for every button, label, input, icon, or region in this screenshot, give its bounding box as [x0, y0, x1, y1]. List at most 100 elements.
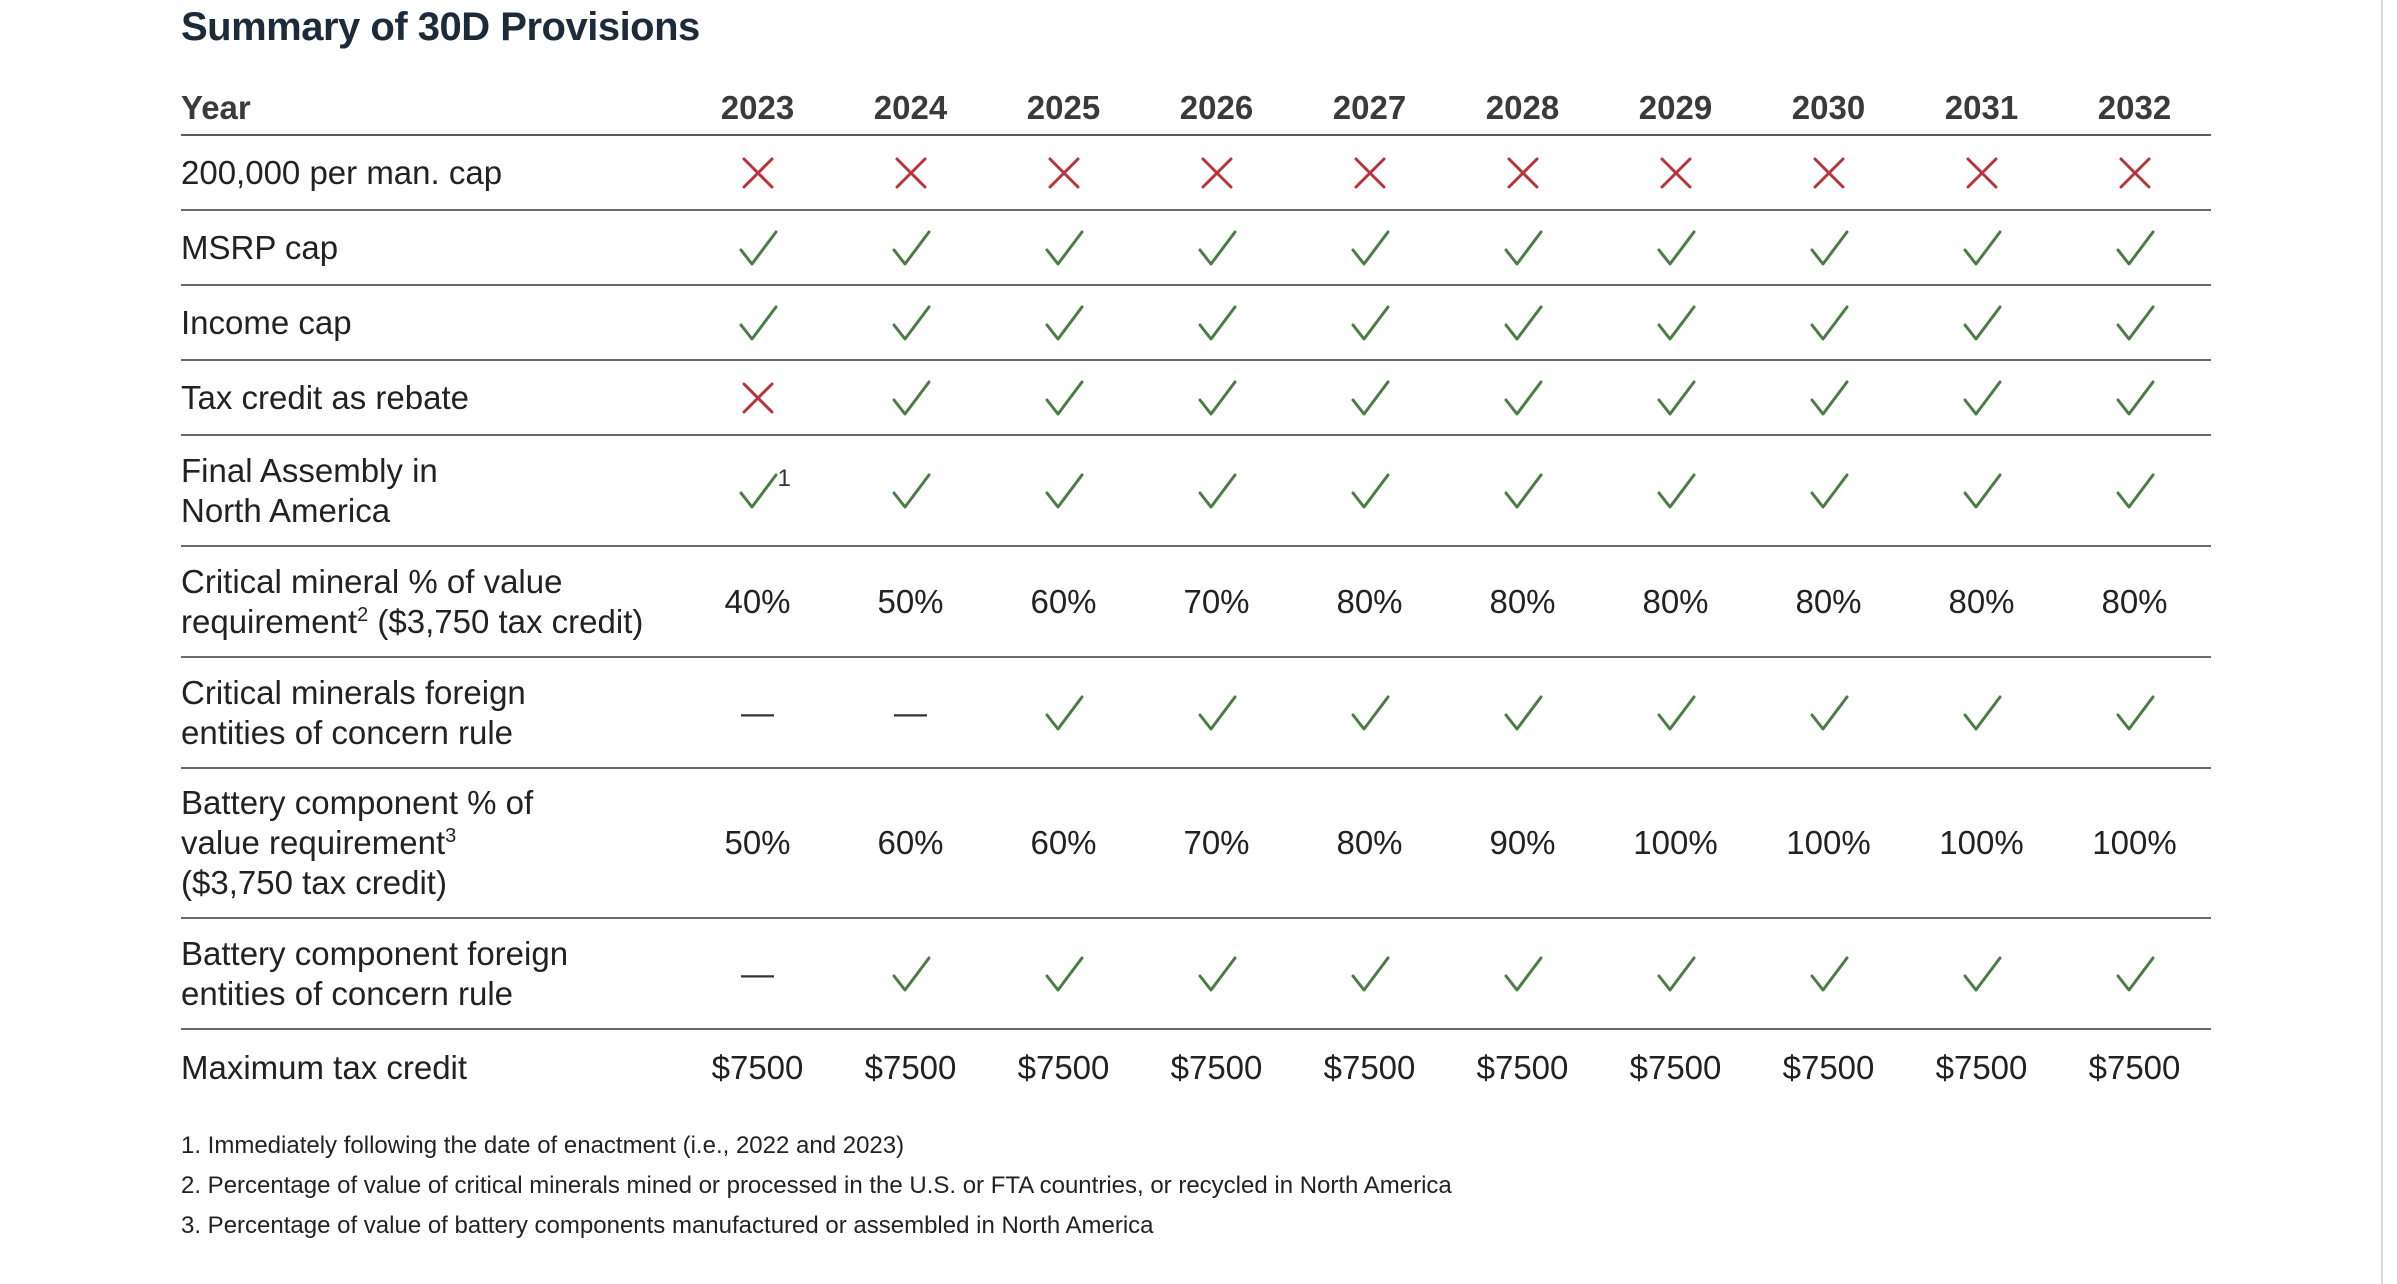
check-mark — [1962, 228, 2002, 268]
check-cell — [1446, 435, 1599, 547]
value-cell: 80% — [1905, 546, 2058, 658]
year-header: 2028 — [1446, 82, 1599, 136]
check-cell — [1446, 918, 1599, 1030]
check-mark — [1197, 471, 1237, 511]
cross-mark — [1962, 153, 2002, 193]
check-mark: 1 — [738, 465, 791, 511]
cross-mark-icon — [1507, 157, 1538, 189]
check-mark-icon — [1045, 305, 1083, 341]
check-cell — [1752, 210, 1905, 286]
value-cell: 80% — [1293, 768, 1446, 919]
check-mark — [2115, 228, 2155, 268]
table-row: MSRP cap — [181, 210, 2211, 286]
check-cell — [1446, 360, 1599, 436]
table-row: 200,000 per man. cap — [181, 135, 2211, 211]
check-mark-icon — [2116, 230, 2154, 266]
cell-value: 80% — [1948, 582, 2015, 620]
check-cell — [987, 435, 1140, 547]
check-cell — [834, 360, 987, 436]
check-mark-icon — [1504, 473, 1542, 509]
check-mark-icon — [892, 380, 930, 416]
check-cell — [1140, 657, 1293, 769]
check-cell — [834, 918, 987, 1030]
check-mark-icon — [1657, 956, 1695, 992]
row-label-line: North America — [181, 491, 391, 529]
value-cell: $7500 — [1599, 1029, 1752, 1106]
check-mark-icon — [1963, 695, 2001, 731]
check-mark — [1656, 228, 1696, 268]
check-mark-icon — [1045, 473, 1083, 509]
cell-value: 80% — [1336, 582, 1403, 620]
check-mark-icon — [739, 473, 777, 509]
value-cell: $7500 — [681, 1029, 834, 1106]
dash-cell: — — [681, 918, 834, 1030]
check-mark-icon — [892, 473, 930, 509]
not-applicable-dash: — — [741, 954, 774, 992]
cross-mark — [1350, 153, 1390, 193]
check-cell — [1905, 918, 2058, 1030]
cell-value: $7500 — [1935, 1049, 2028, 1086]
check-cell — [987, 918, 1140, 1030]
check-mark-icon — [1504, 230, 1542, 266]
value-cell: $7500 — [987, 1029, 1140, 1106]
cell-value: 40% — [724, 582, 791, 620]
check-mark — [1656, 378, 1696, 418]
table-row: Final Assembly in North America 1 — [181, 435, 2211, 547]
row-label-line: value requirement — [181, 824, 446, 861]
check-mark — [1503, 693, 1543, 733]
footnote: 2. Percentage of value of critical miner… — [181, 1172, 1452, 1199]
check-cell — [1293, 210, 1446, 286]
check-mark-icon — [1351, 305, 1389, 341]
check-mark-icon — [2116, 305, 2154, 341]
table-row: Income cap — [181, 285, 2211, 361]
cross-cell — [1140, 135, 1293, 211]
footnote: 1. Immediately following the date of ena… — [181, 1132, 905, 1159]
check-mark — [1809, 228, 1849, 268]
value-cell: 100% — [1752, 768, 1905, 919]
cross-mark-icon — [1048, 157, 1079, 189]
check-mark — [891, 954, 931, 994]
check-mark — [891, 378, 931, 418]
check-cell — [834, 435, 987, 547]
row-label-line: Critical mineral % of value — [181, 562, 563, 600]
cross-cell — [1446, 135, 1599, 211]
check-mark — [1962, 378, 2002, 418]
value-cell: 80% — [1599, 546, 1752, 658]
row-label: Battery component % of value requirement3… — [181, 768, 681, 919]
check-cell — [1752, 285, 1905, 361]
value-cell: 80% — [1446, 546, 1599, 658]
cross-mark — [1503, 153, 1543, 193]
check-mark — [1350, 471, 1390, 511]
check-mark — [1656, 954, 1696, 994]
check-cell — [2058, 210, 2211, 286]
check-mark-icon — [1657, 305, 1695, 341]
check-cell: 1 — [681, 435, 834, 547]
value-cell: 90% — [1446, 768, 1599, 919]
footnotes: 1. Immediately following the date of ena… — [181, 1126, 1452, 1246]
cell-value: 100% — [1786, 824, 1871, 861]
check-mark-icon — [1963, 473, 2001, 509]
check-cell — [987, 657, 1140, 769]
cell-value: 100% — [2092, 824, 2177, 861]
check-mark-icon — [739, 230, 777, 266]
check-cell — [1752, 918, 1905, 1030]
scrollbar[interactable] — [2381, 0, 2397, 1284]
check-mark-icon — [1810, 695, 1848, 731]
check-mark-icon — [1351, 380, 1389, 416]
cross-mark-icon — [2119, 157, 2150, 189]
year-header: 2032 — [2058, 82, 2211, 136]
check-mark-icon — [1963, 230, 2001, 266]
check-mark — [1197, 954, 1237, 994]
value-cell: 60% — [987, 768, 1140, 919]
check-mark-icon — [1045, 380, 1083, 416]
check-cell — [834, 210, 987, 286]
check-cell — [1599, 285, 1752, 361]
check-mark-icon — [1351, 473, 1389, 509]
check-mark — [2115, 303, 2155, 343]
check-cell — [2058, 360, 2211, 436]
cross-mark — [738, 378, 778, 418]
check-mark — [1350, 228, 1390, 268]
cell-value: 60% — [1030, 824, 1097, 861]
check-mark — [1044, 693, 1084, 733]
